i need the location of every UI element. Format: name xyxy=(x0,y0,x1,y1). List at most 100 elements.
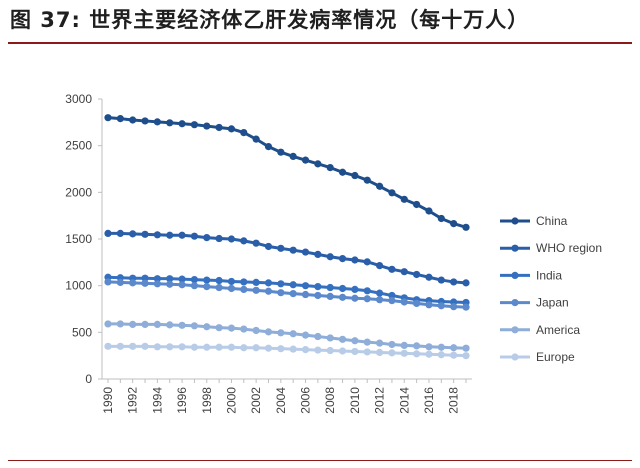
data-point xyxy=(227,235,236,243)
data-point xyxy=(338,335,347,343)
data-point xyxy=(388,349,396,357)
data-point xyxy=(388,340,396,349)
data-point xyxy=(166,321,174,329)
data-point xyxy=(400,298,408,306)
data-point xyxy=(153,118,161,126)
data-point xyxy=(413,299,421,307)
data-point xyxy=(375,296,384,304)
chart-legend: China WHO region India Japan America Europe xyxy=(500,214,602,364)
data-point xyxy=(425,350,433,358)
legend-item: India xyxy=(500,268,562,282)
y-tick-label: 1000 xyxy=(65,279,92,293)
data-point xyxy=(301,346,310,354)
data-point xyxy=(351,347,359,356)
data-point xyxy=(240,285,248,293)
data-point xyxy=(363,295,371,303)
data-point xyxy=(227,125,236,133)
data-point xyxy=(351,256,359,264)
y-tick-label: 0 xyxy=(85,372,92,386)
x-tick-label: 1998 xyxy=(200,387,214,414)
data-point xyxy=(252,344,260,352)
data-point xyxy=(375,182,384,190)
series-who-region xyxy=(104,229,470,287)
data-point xyxy=(289,330,297,338)
legend-swatch-marker xyxy=(511,326,519,334)
legend-swatch-marker xyxy=(511,217,519,225)
data-point xyxy=(240,237,248,245)
data-point xyxy=(437,302,445,310)
data-point xyxy=(240,325,248,333)
data-point xyxy=(178,275,186,283)
x-tick-label: 2000 xyxy=(224,387,238,414)
data-point xyxy=(375,348,384,356)
data-point xyxy=(351,171,359,180)
data-point xyxy=(314,346,322,354)
y-tick-label: 2000 xyxy=(65,185,92,199)
data-point xyxy=(363,338,371,346)
data-point xyxy=(351,285,359,293)
data-point xyxy=(301,282,310,290)
data-point xyxy=(277,280,285,288)
legend-swatch-marker xyxy=(511,353,519,361)
data-point xyxy=(450,303,458,311)
data-point xyxy=(215,123,223,132)
data-point xyxy=(301,290,310,299)
data-point xyxy=(166,231,174,239)
data-point xyxy=(425,207,433,215)
data-point xyxy=(400,341,408,349)
data-point xyxy=(413,200,421,209)
y-tick-label: 2500 xyxy=(65,139,92,153)
data-point xyxy=(240,278,248,286)
data-point xyxy=(178,281,186,289)
data-point xyxy=(338,347,347,355)
data-point xyxy=(166,275,174,283)
data-point xyxy=(338,284,347,293)
data-point xyxy=(326,346,334,355)
data-point xyxy=(264,344,273,352)
series-europe xyxy=(104,342,470,360)
data-point xyxy=(129,230,137,238)
data-point xyxy=(240,129,248,137)
legend-label: WHO region xyxy=(536,241,602,255)
data-point xyxy=(326,334,334,342)
data-point xyxy=(314,332,322,341)
data-point xyxy=(227,324,236,332)
data-point xyxy=(104,229,112,237)
data-point xyxy=(264,328,273,336)
data-point xyxy=(227,284,236,293)
data-point xyxy=(203,234,211,242)
data-point xyxy=(116,278,124,286)
data-point xyxy=(425,301,433,309)
data-point xyxy=(240,344,248,352)
data-point xyxy=(203,122,211,130)
data-point xyxy=(153,280,161,288)
data-point xyxy=(314,160,322,168)
data-point xyxy=(252,326,260,335)
data-point xyxy=(301,331,310,339)
legend-item: Japan xyxy=(500,296,569,310)
data-point xyxy=(314,283,322,291)
x-tick-label: 1990 xyxy=(101,387,115,414)
data-point xyxy=(178,231,186,239)
x-tick-label: 2010 xyxy=(348,387,362,414)
legend-swatch-marker xyxy=(511,244,519,252)
title-divider xyxy=(8,42,632,44)
data-point xyxy=(388,189,396,197)
series-line xyxy=(107,116,467,229)
x-tick-label: 2014 xyxy=(397,387,411,414)
chart-title: 图 37: 世界主要经济体乙肝发病率情况（每十万人） xyxy=(10,8,530,32)
data-point xyxy=(166,343,174,351)
data-point xyxy=(116,320,124,328)
data-point xyxy=(450,351,458,359)
data-point xyxy=(462,223,470,231)
data-point xyxy=(104,278,112,286)
data-point xyxy=(413,270,421,279)
data-point xyxy=(400,195,408,203)
data-point xyxy=(277,289,285,297)
series-china xyxy=(104,114,470,231)
data-point xyxy=(141,117,149,125)
data-point xyxy=(153,231,161,239)
data-point xyxy=(413,342,421,350)
legend-swatch-marker xyxy=(511,271,519,279)
data-point xyxy=(129,320,137,328)
